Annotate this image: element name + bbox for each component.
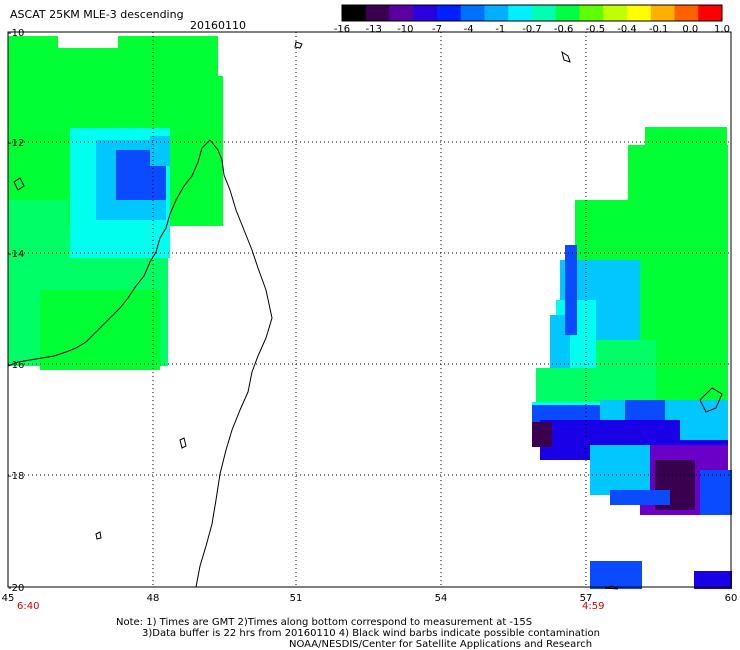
island-outline bbox=[561, 50, 571, 63]
colorbar-tick-label: -0.6 bbox=[554, 24, 574, 35]
colorbar-tick-label: -1 bbox=[495, 24, 505, 35]
swath-cell bbox=[150, 136, 170, 166]
pass-time-left: 6:40 bbox=[17, 601, 40, 612]
island-outline bbox=[179, 437, 187, 449]
colorbar-segment bbox=[460, 5, 485, 21]
swath-cell bbox=[694, 571, 732, 589]
island-outline bbox=[95, 531, 102, 540]
longitude-label: 54 bbox=[435, 593, 448, 604]
madagascar-coastline bbox=[7, 139, 273, 588]
swath-cell bbox=[700, 470, 732, 515]
colorbar-tick-label: -0.7 bbox=[522, 24, 542, 35]
pass-time-right: 4:59 bbox=[582, 601, 605, 612]
colorbar-segment bbox=[627, 5, 652, 21]
product-date: 20160110 bbox=[190, 19, 246, 32]
island-outline bbox=[294, 41, 303, 49]
footer-credit: NOAA/NESDIS/Center for Satellite Applica… bbox=[289, 639, 593, 650]
map-frame bbox=[7, 31, 732, 588]
colorbar-segment bbox=[413, 5, 438, 21]
colorbar-tick-label: -0.4 bbox=[617, 24, 637, 35]
colorbar-segment bbox=[555, 5, 580, 21]
longitude-label: 48 bbox=[147, 593, 160, 604]
swath-cell bbox=[40, 290, 160, 370]
colorbar-tick-label: -4 bbox=[464, 24, 474, 35]
colorbar-segment bbox=[342, 5, 367, 21]
colorbar-segment bbox=[650, 5, 675, 21]
colorbar-tick-label: -0.5 bbox=[586, 24, 606, 35]
swath-cell bbox=[610, 490, 670, 505]
latitude-label: -20 bbox=[8, 583, 24, 594]
swath-cell bbox=[590, 445, 650, 495]
colorbar-tick-label: -0.1 bbox=[649, 24, 669, 35]
swath-cell bbox=[8, 200, 68, 270]
footer-note-line2: 3)Data buffer is 22 hrs from 20160110 4)… bbox=[142, 628, 600, 639]
swath-cell bbox=[565, 245, 577, 335]
swath-layer bbox=[8, 36, 732, 589]
longitude-label: 57 bbox=[580, 593, 593, 604]
colorbar-segment bbox=[437, 5, 462, 21]
footer-note-line1: Note: 1) Times are GMT 2)Times along bot… bbox=[116, 617, 533, 628]
island-outline bbox=[699, 387, 723, 413]
latitude-label: -18 bbox=[8, 471, 24, 482]
colorbar-segment bbox=[389, 5, 414, 21]
coastline-layer bbox=[7, 41, 723, 590]
latitude-label: -12 bbox=[8, 138, 24, 149]
longitude-label: 51 bbox=[290, 593, 303, 604]
swath-cell bbox=[590, 561, 642, 589]
colorbar-tick-label: -10 bbox=[397, 24, 413, 35]
latitude-label: -14 bbox=[8, 249, 24, 260]
colorbar-segment bbox=[532, 5, 557, 21]
colorbar-frame bbox=[341, 4, 723, 22]
colorbar-segment bbox=[484, 5, 509, 21]
colorbar-tick-label: -16 bbox=[334, 24, 350, 35]
swath-cell bbox=[58, 36, 118, 48]
longitude-label: 60 bbox=[725, 593, 738, 604]
swath-cell bbox=[532, 422, 552, 447]
graticule bbox=[7, 31, 732, 588]
colorbar-tick-label: -13 bbox=[365, 24, 381, 35]
colorbar-tick-label: 1.0 bbox=[714, 24, 730, 35]
colorbar-segment bbox=[579, 5, 604, 21]
colorbar-tick-label: 0.0 bbox=[682, 24, 698, 35]
colorbar-segment bbox=[508, 5, 533, 21]
colorbar-segment bbox=[365, 5, 390, 21]
colorbar: -16 -13 -10 -7 -4 -1 -0.7 -0.6 -0.5 -0.4 -0.1 0.0 1.… bbox=[334, 4, 730, 35]
latitude-label: -10 bbox=[8, 28, 24, 39]
colorbar-tick-label: -7 bbox=[432, 24, 442, 35]
island-outline bbox=[604, 585, 619, 590]
colorbar-segment bbox=[698, 5, 723, 21]
swath-cell bbox=[596, 340, 656, 400]
island-outline bbox=[13, 177, 25, 191]
longitude-label: 45 bbox=[2, 593, 15, 604]
latitude-label: -16 bbox=[8, 360, 24, 371]
colorbar-segment bbox=[674, 5, 699, 21]
colorbar-segment bbox=[603, 5, 628, 21]
product-title: ASCAT 25KM MLE-3 descending bbox=[10, 8, 184, 21]
